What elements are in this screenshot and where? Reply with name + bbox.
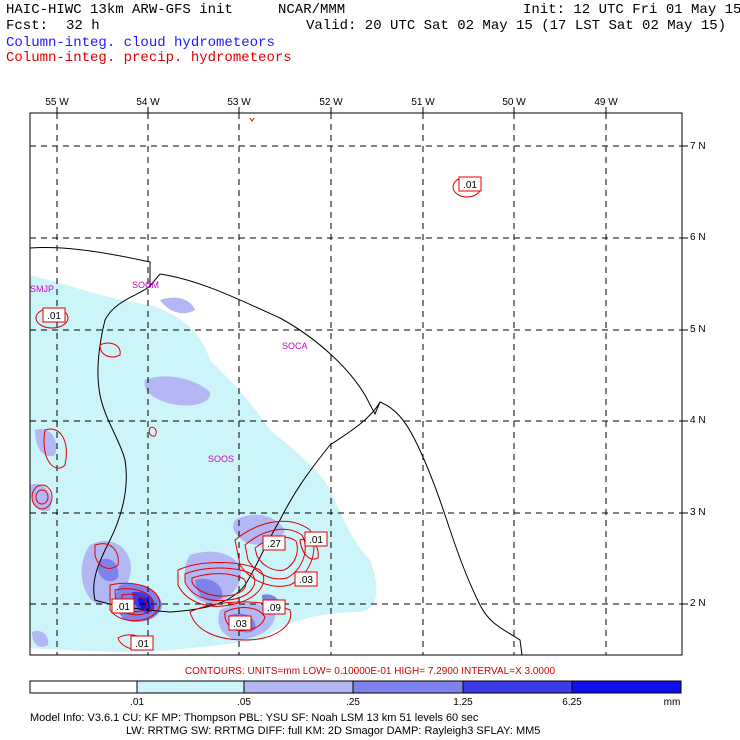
- lon-label: 52 W: [319, 97, 343, 108]
- station-label: SOCM: [132, 280, 159, 290]
- contour-label: .03: [233, 619, 247, 630]
- field-cloud-label: Column-integ. cloud hydrometeors: [6, 35, 275, 51]
- lat-label: 6 N: [690, 232, 706, 243]
- model-info-line1: Model Info: V3.6.1 CU: KF MP: Thompson P…: [30, 712, 479, 724]
- lat-label: 2 N: [690, 598, 706, 609]
- contour-info: CONTOURS: UNITS=mm LOW= 0.10000E-01 HIGH…: [184, 666, 556, 677]
- lon-label: 54 W: [136, 97, 160, 108]
- colorbar-tick: .01: [130, 697, 144, 708]
- contour-label: .01: [463, 180, 477, 191]
- lon-label: 51 W: [411, 97, 435, 108]
- contour-label: .01: [116, 602, 130, 613]
- field-precip-label: Column-integ. precip. hydrometeors: [6, 50, 292, 66]
- colorbar-tick: .25: [346, 697, 360, 708]
- lat-label: 7 N: [690, 141, 706, 152]
- lat-label: 3 N: [690, 507, 706, 518]
- colorbar-tick: 6.25: [562, 697, 582, 708]
- lat-label: 5 N: [690, 324, 706, 335]
- lon-label: 55 W: [45, 97, 69, 108]
- plot-title: HAIC-HIWC 13km ARW-GFS init: [6, 2, 233, 18]
- colorbar-tick: .05: [237, 697, 251, 708]
- contour-label: .03: [299, 575, 313, 586]
- contour-label: .01: [47, 311, 61, 322]
- coastline: [29, 247, 523, 656]
- org-label: NCAR/MMM: [278, 2, 346, 18]
- valid-time: Valid: 20 UTC Sat 02 May 15 (17 LST Sat …: [306, 18, 727, 34]
- contour-label: .27: [267, 539, 281, 550]
- lon-label: 50 W: [502, 97, 526, 108]
- lon-label: 53 W: [227, 97, 251, 108]
- colorbar-tick: 1.25: [453, 697, 473, 708]
- lon-label: 49 W: [594, 97, 618, 108]
- colorbar-units: mm: [664, 697, 681, 708]
- station-label: SOCA: [282, 341, 308, 351]
- forecast-label: Fcst:: [6, 18, 49, 34]
- station-label: SMJP: [30, 284, 54, 294]
- graticule: [30, 113, 682, 655]
- init-time: Init: 12 UTC Fri 01 May 15: [523, 2, 740, 18]
- precip-contours: [31, 117, 482, 650]
- station-label: SOOS: [208, 454, 234, 464]
- contour-label: .01: [135, 639, 149, 650]
- model-info-line2: LW: RRTMG SW: RRTMG DIFF: full KM: 2D Sm…: [126, 725, 541, 737]
- contour-label: .09: [267, 603, 281, 614]
- contour-label: .01: [309, 535, 323, 546]
- lat-label: 4 N: [690, 415, 706, 426]
- forecast-hour: 32 h: [66, 18, 100, 34]
